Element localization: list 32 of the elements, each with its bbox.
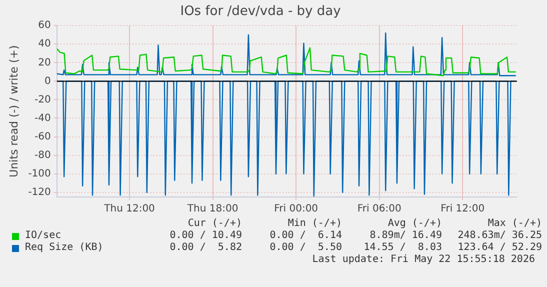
y-tick-label: -120 xyxy=(28,186,51,198)
y-axis-title: Units read (-) / write (+) xyxy=(7,45,20,178)
y-tick-label: 0 xyxy=(44,76,51,87)
y-tick-label: -60 xyxy=(34,131,51,142)
text: 123.64 / 52.29 xyxy=(456,242,542,254)
y-tick-label: 20 xyxy=(38,57,51,68)
text: Cur (-/+) xyxy=(186,218,242,230)
text: 248.63m/ 36.25 xyxy=(456,230,542,242)
x-tick-label: Thu 12:00 xyxy=(103,204,155,215)
text: 8.89m/ 16.49 xyxy=(368,230,442,242)
text: 14.55 / 8.03 xyxy=(362,242,442,254)
x-tick-label: Fri 06:00 xyxy=(357,204,402,215)
y-tick-label: -20 xyxy=(34,94,51,106)
text: 0.00 / 5.50 xyxy=(268,242,342,254)
legend-label: Req Size (KB) xyxy=(25,242,104,254)
text: 0.00 / 6.14 xyxy=(268,230,342,242)
text: Max (-/+) xyxy=(486,218,542,230)
text: Last update: Fri May 22 15:55:18 2026 xyxy=(311,254,536,266)
chart-title: IOs for /dev/vda - by day xyxy=(180,4,342,20)
text: 0.00 / 10.49 xyxy=(168,230,242,242)
x-tick-label: Fri 00:00 xyxy=(274,204,318,215)
text: 0.00 / 5.82 xyxy=(168,242,242,254)
y-tick-label: 40 xyxy=(38,38,51,50)
y-tick-label: -80 xyxy=(34,150,51,161)
legend-label: IO/sec xyxy=(25,230,62,242)
text: Min (-/+) xyxy=(286,218,342,230)
y-tick-label: 60 xyxy=(38,20,51,32)
y-tick-label: -40 xyxy=(34,112,51,124)
x-tick-label: Thu 18:00 xyxy=(186,204,238,215)
text: Avg (-/+) xyxy=(386,218,442,230)
y-tick-label: -100 xyxy=(28,168,51,180)
x-tick-label: Fri 12:00 xyxy=(440,204,485,215)
